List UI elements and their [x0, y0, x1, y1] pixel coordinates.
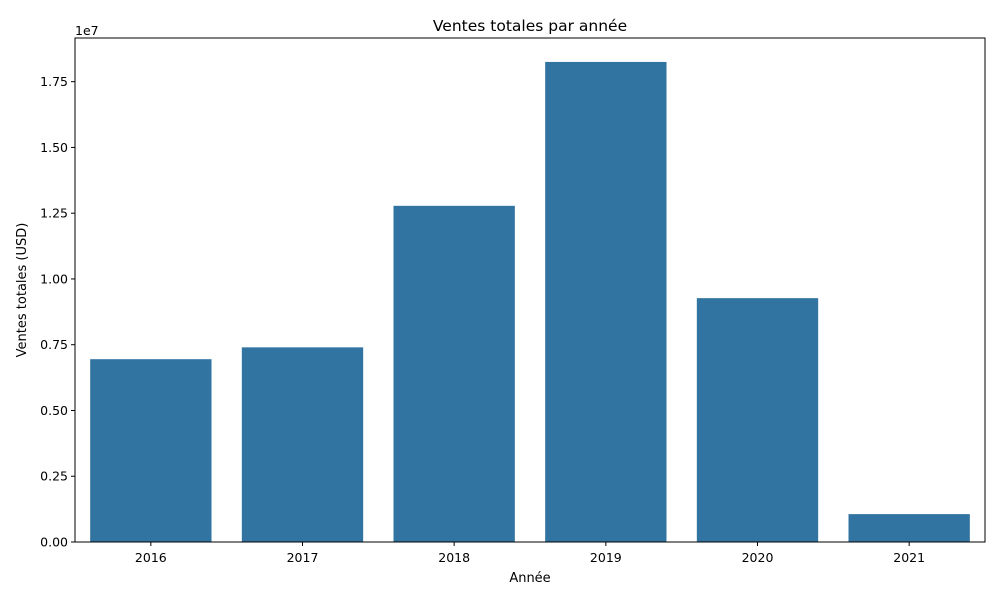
x-tick-label: 2017: [287, 550, 319, 565]
y-tick-label: 1.50: [40, 140, 68, 155]
x-axis-ticks: 2016 2017 2018 2019 2020 2021: [135, 542, 925, 565]
bar-2020: [696, 298, 819, 542]
x-tick-label: 2016: [135, 550, 167, 565]
y-tick-label: 0.75: [40, 337, 68, 352]
y-tick-label: 0.50: [40, 403, 68, 418]
x-tick-label: 2020: [742, 550, 774, 565]
y-tick-label: 0.25: [40, 469, 68, 484]
bar-2021: [848, 514, 970, 542]
y-axis-offset-label: 1e7: [75, 23, 99, 38]
y-tick-label: 0.00: [40, 535, 68, 550]
y-tick-label: 1.75: [40, 74, 68, 89]
x-axis-label: Année: [509, 571, 550, 586]
chart-title: Ventes totales par année: [433, 17, 627, 35]
bar-2019: [545, 61, 667, 542]
bar-2017: [241, 347, 364, 542]
bar-2018: [393, 205, 515, 542]
bar-2016: [90, 359, 212, 542]
y-axis-label: Ventes totales (USD): [15, 223, 30, 358]
bars-group: [90, 61, 970, 542]
y-tick-label: 1.00: [40, 271, 68, 286]
x-tick-label: 2019: [590, 550, 622, 565]
y-axis-ticks: 0.00 0.25 0.50 0.75 1.00 1.25 1.50 1.75: [40, 74, 75, 550]
plot-area-frame: [74, 37, 986, 543]
x-tick-label: 2021: [893, 550, 925, 565]
y-tick-label: 1.25: [40, 206, 68, 221]
x-tick-label: 2018: [438, 550, 470, 565]
